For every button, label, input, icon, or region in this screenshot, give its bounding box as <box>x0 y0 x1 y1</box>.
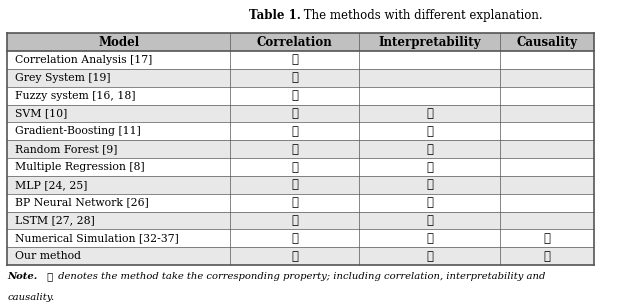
Text: ✓: ✓ <box>426 161 433 174</box>
Text: ✓: ✓ <box>44 272 54 281</box>
Text: ✓: ✓ <box>426 125 433 138</box>
Text: Grey System [19]: Grey System [19] <box>15 73 110 83</box>
Text: ✓: ✓ <box>291 232 298 245</box>
Bar <box>8 69 594 87</box>
Text: The methods with different explanation.: The methods with different explanation. <box>301 9 543 22</box>
Text: LSTM [27, 28]: LSTM [27, 28] <box>15 215 94 226</box>
Text: Correlation Analysis [17]: Correlation Analysis [17] <box>15 55 152 65</box>
Text: ✓: ✓ <box>426 143 433 156</box>
Text: ✓: ✓ <box>426 107 433 120</box>
Text: Model: Model <box>98 35 140 49</box>
Text: ✓: ✓ <box>291 143 298 156</box>
Text: Multiple Regression [8]: Multiple Regression [8] <box>15 162 144 172</box>
Text: ✓: ✓ <box>291 196 298 209</box>
Text: Our method: Our method <box>15 251 81 261</box>
Bar <box>8 33 594 51</box>
Text: ✓: ✓ <box>291 178 298 191</box>
Bar <box>8 176 594 194</box>
Text: Correlation: Correlation <box>257 35 333 49</box>
Text: causality.: causality. <box>8 293 54 302</box>
Text: ✓: ✓ <box>291 214 298 227</box>
Text: ✓: ✓ <box>426 196 433 209</box>
Text: Fuzzy system [16, 18]: Fuzzy system [16, 18] <box>15 91 135 101</box>
Bar <box>8 51 594 69</box>
Text: ✓: ✓ <box>291 54 298 66</box>
Text: Note.: Note. <box>8 272 38 281</box>
Bar <box>8 140 594 158</box>
Bar <box>8 158 594 176</box>
Text: Gradient-Boosting [11]: Gradient-Boosting [11] <box>15 126 140 136</box>
Text: MLP [24, 25]: MLP [24, 25] <box>15 180 87 190</box>
Bar <box>8 105 594 122</box>
Bar <box>8 87 594 105</box>
Text: ✓: ✓ <box>426 214 433 227</box>
Bar <box>8 194 594 212</box>
Bar <box>8 212 594 230</box>
Text: denotes the method take the corresponding property; including correlation, inter: denotes the method take the correspondin… <box>55 272 546 281</box>
Text: ✓: ✓ <box>291 125 298 138</box>
Text: ✓: ✓ <box>291 250 298 263</box>
Bar <box>8 122 594 140</box>
Text: ✓: ✓ <box>426 232 433 245</box>
Text: Random Forest [9]: Random Forest [9] <box>15 144 117 154</box>
Text: Table 1.: Table 1. <box>248 9 301 22</box>
Bar <box>8 247 594 265</box>
Text: ✓: ✓ <box>426 250 433 263</box>
Text: ✓: ✓ <box>291 71 298 84</box>
Bar <box>8 230 594 247</box>
Text: Causality: Causality <box>516 35 577 49</box>
Text: ✓: ✓ <box>291 107 298 120</box>
Text: Interpretability: Interpretability <box>378 35 481 49</box>
Text: ✓: ✓ <box>543 250 550 263</box>
Text: SVM [10]: SVM [10] <box>15 109 67 118</box>
Text: ✓: ✓ <box>543 232 550 245</box>
Text: BP Neural Network [26]: BP Neural Network [26] <box>15 198 148 208</box>
Text: ✓: ✓ <box>291 89 298 102</box>
Text: ✓: ✓ <box>426 178 433 191</box>
Text: Numerical Simulation [32-37]: Numerical Simulation [32-37] <box>15 233 179 243</box>
Text: ✓: ✓ <box>291 161 298 174</box>
